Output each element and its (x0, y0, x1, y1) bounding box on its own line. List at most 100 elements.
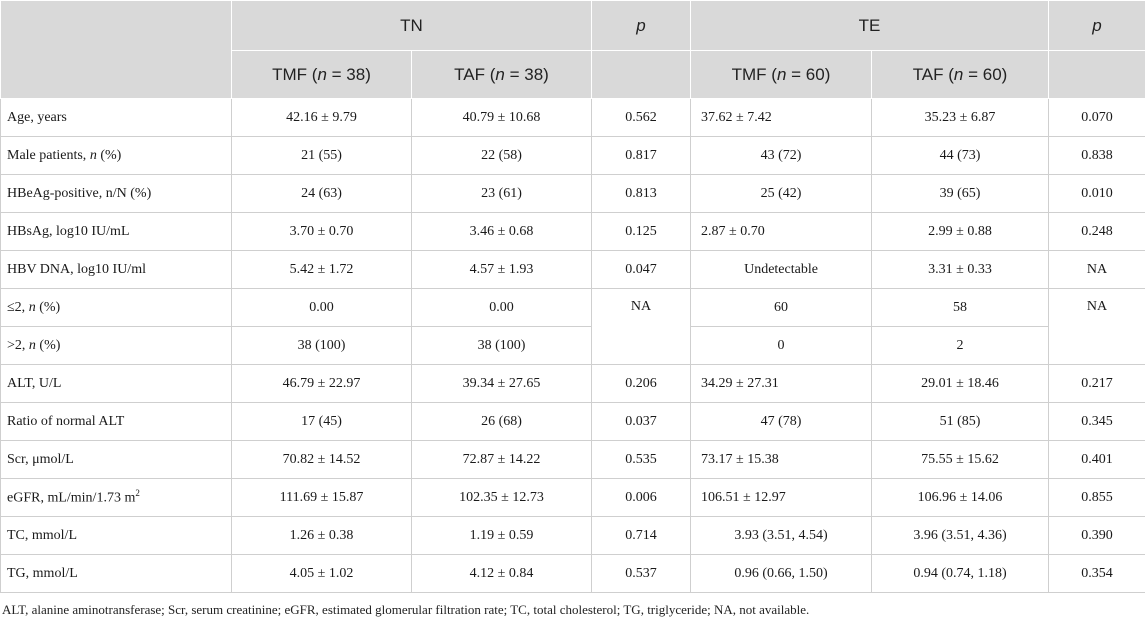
cell-tn-tmf: 0.00 (231, 288, 412, 327)
header-group-tn: TN (230, 0, 593, 51)
table-row: TC, mmol/L 1.26 ± 0.38 1.19 ± 0.59 0.714… (0, 516, 1145, 555)
table-footnote: ALT, alanine aminotransferase; Scr, seru… (2, 602, 810, 617)
cell-te-taf: 58 (871, 288, 1050, 327)
cell-tn-p: 0.537 (591, 554, 692, 593)
cell-tn-tmf: 1.26 ± 0.38 (231, 516, 412, 555)
cell-tn-tmf: 21 (55) (231, 136, 412, 175)
cell-tn-taf: 23 (61) (410, 174, 593, 213)
cell-te-tmf: 3.93 (3.51, 4.54) (690, 516, 873, 555)
table-row: ALT, U/L 46.79 ± 22.97 39.34 ± 27.65 0.2… (0, 364, 1145, 403)
table-row: Ratio of normal ALT 17 (45) 26 (68) 0.03… (0, 402, 1145, 441)
cell-te-tmf: 47 (78) (690, 402, 873, 441)
table-row: Male patients, n (%) 21 (55) 22 (58) 0.8… (0, 136, 1145, 175)
header-group-te: TE (690, 0, 1050, 51)
header-p-tn-blank (591, 50, 692, 99)
cell-te-taf: 29.01 ± 18.46 (871, 364, 1050, 403)
cell-tn-tmf: 70.82 ± 14.52 (231, 440, 412, 479)
row-label: HBsAg, log10 IU/mL (0, 212, 232, 251)
cell-te-p: 0.838 (1048, 136, 1145, 175)
table-row: eGFR, mL/min/1.73 m2 111.69 ± 15.87 102.… (0, 478, 1145, 517)
cell-tn-tmf: 5.42 ± 1.72 (231, 250, 412, 289)
cell-te-p: 0.401 (1048, 440, 1145, 479)
cell-te-taf: 2 (871, 326, 1050, 365)
cell-tn-p: 0.047 (591, 250, 692, 289)
cell-tn-taf: 4.57 ± 1.93 (410, 250, 593, 289)
cell-tn-p: 0.535 (591, 440, 692, 479)
row-label: Scr, μmol/L (0, 440, 232, 479)
cell-te-p: 0.070 (1048, 98, 1145, 137)
table-row: Scr, μmol/L 70.82 ± 14.52 72.87 ± 14.22 … (0, 440, 1145, 479)
header-blank (0, 0, 232, 99)
cell-tn-tmf: 42.16 ± 9.79 (231, 98, 412, 137)
row-label: TC, mmol/L (0, 516, 232, 555)
table-row: Age, years 42.16 ± 9.79 40.79 ± 10.68 0.… (0, 98, 1145, 137)
table-row: HBV DNA, log10 IU/ml 5.42 ± 1.72 4.57 ± … (0, 250, 1145, 289)
cell-tn-taf: 39.34 ± 27.65 (410, 364, 593, 403)
cell-te-p: 0.354 (1048, 554, 1145, 593)
cell-tn-tmf: 46.79 ± 22.97 (231, 364, 412, 403)
header-tn-tmf: TMF (n = 38) (231, 50, 412, 99)
cell-te-taf: 51 (85) (871, 402, 1050, 441)
cell-te-taf: 39 (65) (871, 174, 1050, 213)
cell-tn-p: 0.037 (591, 402, 692, 441)
cell-tn-tmf: 3.70 ± 0.70 (231, 212, 412, 251)
cell-tn-p: 0.206 (591, 364, 692, 403)
row-label: ≤2, n (%) (0, 288, 232, 327)
cell-tn-tmf: 38 (100) (231, 326, 412, 365)
cell-tn-p: 0.006 (591, 478, 692, 517)
row-label: Age, years (0, 98, 232, 137)
row-label: Male patients, n (%) (0, 136, 232, 175)
cell-tn-p: 0.125 (591, 212, 692, 251)
cell-te-tmf: 25 (42) (690, 174, 873, 213)
cell-te-p: 0.855 (1048, 478, 1145, 517)
cell-tn-p: 0.714 (591, 516, 692, 555)
cell-te-p: NA (1048, 288, 1145, 365)
cell-tn-taf: 102.35 ± 12.73 (410, 478, 593, 517)
header-p-te-blank (1048, 50, 1145, 99)
cell-te-tmf: 2.87 ± 0.70 (690, 212, 873, 251)
cell-tn-taf: 72.87 ± 14.22 (410, 440, 593, 479)
cell-te-p: 0.010 (1048, 174, 1145, 213)
cell-te-taf: 44 (73) (871, 136, 1050, 175)
row-label: ALT, U/L (0, 364, 232, 403)
cell-te-p: 0.390 (1048, 516, 1145, 555)
row-label: HBeAg-positive, n/N (%) (0, 174, 232, 213)
header-p-te: p (1048, 0, 1145, 51)
cell-te-tmf: Undetectable (690, 250, 873, 289)
table-header: TN p TE p TMF (n = 38) TAF (n = 38) TMF … (0, 0, 1145, 99)
cell-tn-p: 0.562 (591, 98, 692, 137)
cell-tn-taf: 3.46 ± 0.68 (410, 212, 593, 251)
cell-tn-tmf: 4.05 ± 1.02 (231, 554, 412, 593)
baseline-characteristics-table: TN p TE p TMF (n = 38) TAF (n = 38) TMF … (0, 0, 1145, 593)
row-label: TG, mmol/L (0, 554, 232, 593)
cell-te-p: 0.345 (1048, 402, 1145, 441)
cell-tn-tmf: 17 (45) (231, 402, 412, 441)
cell-te-taf: 3.96 (3.51, 4.36) (871, 516, 1050, 555)
cell-tn-taf: 22 (58) (410, 136, 593, 175)
cell-te-taf: 106.96 ± 14.06 (871, 478, 1050, 517)
cell-te-taf: 3.31 ± 0.33 (871, 250, 1050, 289)
cell-tn-taf: 4.12 ± 0.84 (410, 554, 593, 593)
cell-te-p: 0.248 (1048, 212, 1145, 251)
cell-te-tmf: 106.51 ± 12.97 (690, 478, 873, 517)
table-row: ≤2, n (%) 0.00 0.00 NA 60 58 NA (0, 288, 1145, 365)
header-te-tmf: TMF (n = 60) (690, 50, 873, 99)
cell-tn-taf: 40.79 ± 10.68 (410, 98, 593, 137)
cell-te-p: NA (1048, 250, 1145, 289)
cell-tn-taf: 0.00 (410, 288, 593, 327)
header-tn-taf: TAF (n = 38) (410, 50, 593, 99)
cell-te-taf: 0.94 (0.74, 1.18) (871, 554, 1050, 593)
header-p-tn: p (591, 0, 692, 51)
cell-te-taf: 75.55 ± 15.62 (871, 440, 1050, 479)
cell-te-tmf: 73.17 ± 15.38 (690, 440, 873, 479)
row-label: eGFR, mL/min/1.73 m2 (0, 478, 232, 517)
cell-tn-tmf: 24 (63) (231, 174, 412, 213)
cell-te-tmf: 0 (690, 326, 873, 365)
table-row: HBsAg, log10 IU/mL 3.70 ± 0.70 3.46 ± 0.… (0, 212, 1145, 251)
table-row: >2, n (%) 38 (100) 38 (100) 0 2 (0, 326, 1145, 365)
cell-tn-taf: 1.19 ± 0.59 (410, 516, 593, 555)
cell-te-p: 0.217 (1048, 364, 1145, 403)
cell-te-tmf: 34.29 ± 27.31 (690, 364, 873, 403)
cell-tn-tmf: 111.69 ± 15.87 (231, 478, 412, 517)
table-row: TG, mmol/L 4.05 ± 1.02 4.12 ± 0.84 0.537… (0, 554, 1145, 593)
